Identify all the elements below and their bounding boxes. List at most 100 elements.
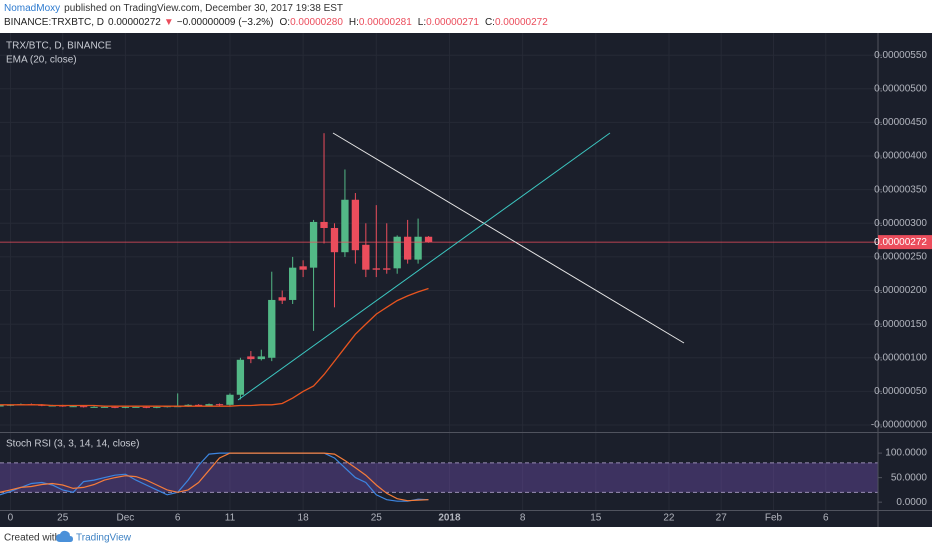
candle-body: [247, 356, 255, 360]
candle-body: [362, 244, 370, 270]
x-tick-label: 6: [175, 513, 181, 524]
candle-body: [236, 359, 245, 395]
price: 0.00000272: [108, 17, 161, 28]
candle-body: [184, 404, 192, 407]
stoch-band: [0, 462, 878, 493]
legend-ema: EMA (20, close): [6, 55, 77, 66]
x-tick-label: Feb: [765, 513, 783, 524]
candle-body: [424, 236, 433, 243]
candle-body: [132, 406, 140, 408]
x-tick-label: 22: [663, 513, 675, 524]
last-price-label: 0.00000272: [874, 237, 927, 248]
ema-line: [0, 287, 429, 407]
x-tick-label: 25: [57, 513, 69, 524]
y-tick-label: 0.00000200: [874, 285, 927, 296]
y-tick-label: 0.00000250: [874, 252, 927, 263]
ohlc-value: 0.00000272: [495, 17, 548, 28]
y-tick-label: -0.00000000: [871, 420, 928, 431]
candle-body: [299, 266, 307, 270]
y-tick-label: 0.0000: [896, 497, 927, 508]
candle-body: [289, 267, 297, 300]
candle-body: [257, 356, 265, 360]
ohlc-key: C:: [485, 17, 495, 28]
footer-bg: [0, 527, 932, 550]
chart-title: TRX/BTC, D, BINANCE: [6, 41, 112, 52]
candle-body: [372, 268, 380, 270]
last-price-box: [878, 235, 932, 250]
footer-brand: TradingView: [76, 533, 132, 544]
x-tick-label: 18: [298, 513, 310, 524]
y-tick-label: 50.0000: [891, 472, 928, 483]
axes: 0 25 Dec 6 11 18 25 2018 8 15 22 27 Feb 6 0.00000550 0.…: [8, 50, 932, 524]
y-tick-label: 0.00000450: [874, 117, 927, 128]
change: −0.00000009 (−3.2%): [177, 17, 274, 28]
candle-body: [79, 406, 88, 408]
symbol-line: BINANCE:TRXBTC, D 0.00000272 ▼ −0.00000009 …: [4, 17, 548, 28]
candle-body: [414, 236, 422, 260]
candle-body: [268, 299, 276, 358]
y-tick-label: 0.00000400: [874, 151, 927, 162]
stoch-line: [0, 452, 429, 502]
y-tick-label: 0.00000350: [874, 184, 927, 195]
x-tick-label: 25: [371, 513, 383, 524]
candle-body: [69, 406, 77, 408]
y-tick-label: 0.00000300: [874, 218, 927, 229]
author: NomadMoxy: [4, 3, 60, 14]
candle-body: [383, 268, 391, 270]
stoch-pane: [0, 452, 878, 502]
y-tick-label: 0.00000500: [874, 83, 927, 94]
candle-body: [215, 404, 224, 406]
candle-body: [90, 406, 98, 408]
x-tick-label: 27: [716, 513, 728, 524]
trend-line-cyan: [237, 132, 611, 401]
brand-logo: [56, 530, 73, 542]
ohlc-value: 0.00000280: [290, 17, 343, 28]
candle-body: [351, 199, 360, 251]
candle-body: [341, 199, 349, 253]
symbol: BINANCE:TRXBTC, D: [4, 17, 104, 28]
x-tick-label: 15: [590, 513, 602, 524]
x-tick-label: 0: [8, 513, 14, 524]
candle-body: [121, 406, 130, 408]
grid: [0, 33, 878, 510]
y-tick-label: 0.00000150: [874, 319, 927, 330]
candle-body: [278, 297, 286, 301]
header-bg: [0, 0, 932, 33]
trend-line-white: [332, 132, 685, 344]
candle-body: [403, 236, 412, 260]
x-tick-label: 8: [520, 513, 526, 524]
arrow: ▼: [164, 17, 174, 28]
candle-body: [194, 404, 203, 406]
candle-body: [100, 406, 109, 408]
ohlc-value: 0.00000271: [426, 17, 479, 28]
candle-body: [330, 227, 339, 253]
candle-body: [111, 406, 119, 408]
x-tick-label: Dec: [117, 513, 135, 524]
candle-body: [205, 404, 213, 406]
publish-line: NomadMoxy published on TradingView.com, D…: [4, 3, 343, 14]
y-tick-label: 0.00000550: [874, 50, 927, 61]
candle-body: [309, 221, 318, 268]
chart-bg: [0, 33, 932, 527]
candle-body: [226, 394, 234, 405]
footer-created: Created with: [4, 533, 60, 544]
candle-body: [393, 236, 401, 269]
y-tick-label: 0.00000050: [874, 386, 927, 397]
ohlc-key: L:: [418, 17, 426, 28]
ohlc-key: H:: [349, 17, 359, 28]
candle-body: [0, 405, 4, 407]
candle-body: [153, 406, 161, 408]
candle-body: [142, 406, 150, 408]
y-tick-label: 100.0000: [885, 448, 927, 459]
x-tick-label: 11: [225, 513, 236, 524]
y-tick-label: 0.00000100: [874, 352, 927, 363]
price-pane: [0, 133, 878, 409]
ohlc-key: O:: [280, 17, 291, 28]
x-tick-label: 6: [823, 513, 829, 524]
published: published on TradingView.com, December 3…: [64, 3, 343, 14]
ohlc-value: 0.00000281: [359, 17, 412, 28]
stoch-title: Stoch RSI (3, 3, 14, 14, close): [6, 439, 139, 450]
x-tick-label: 2018: [438, 513, 461, 524]
